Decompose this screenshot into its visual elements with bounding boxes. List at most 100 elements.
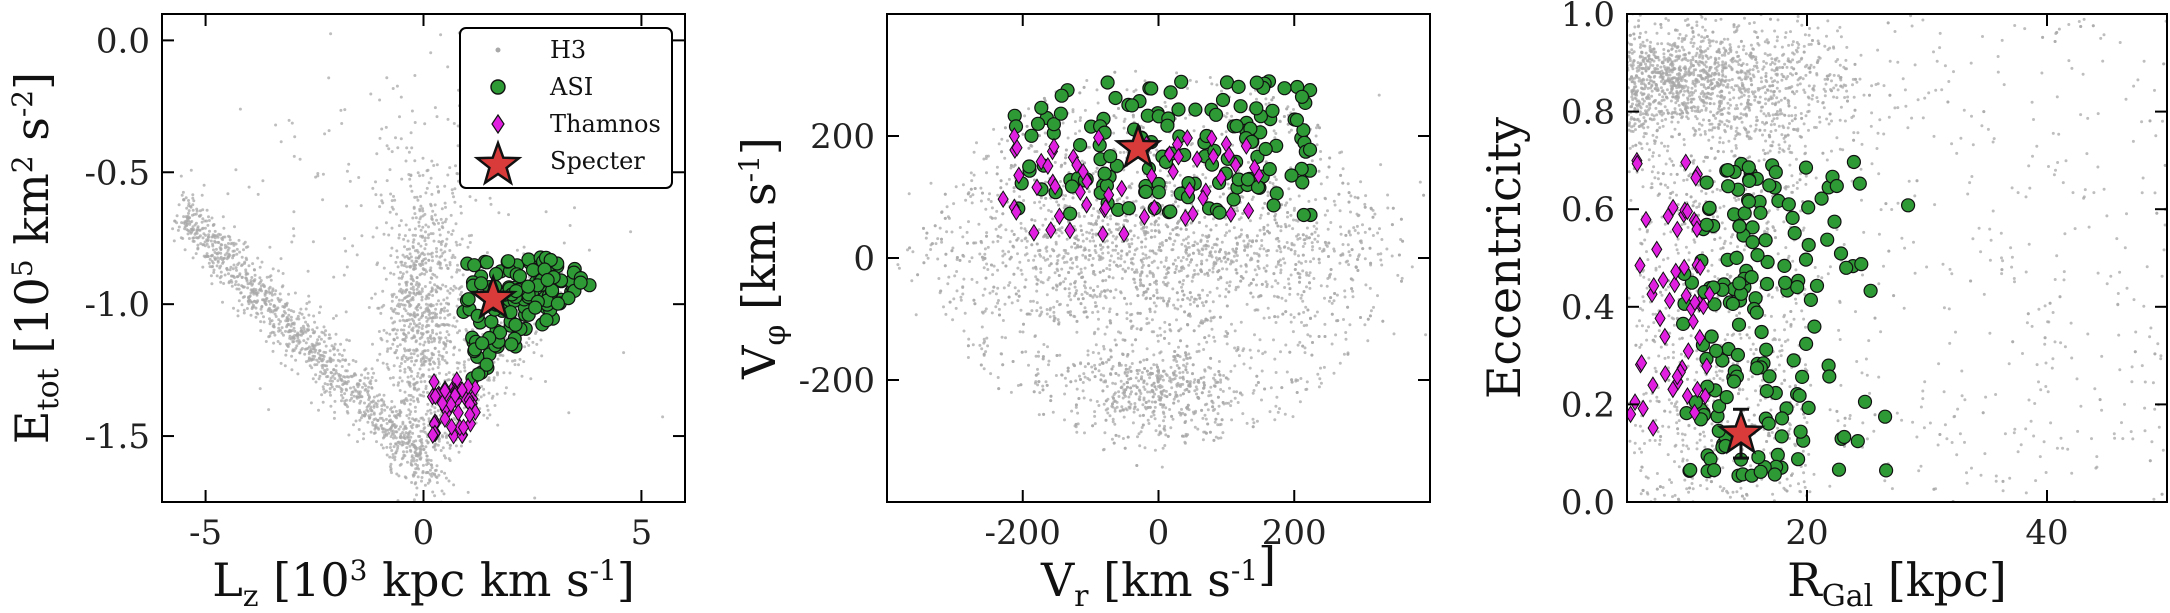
asi-point <box>1767 467 1782 482</box>
y-tick-label: 0.2 <box>1561 385 1615 425</box>
asi-point <box>1745 235 1760 250</box>
asi-point <box>1777 275 1793 290</box>
asi-point <box>1174 74 1189 89</box>
asi-points <box>456 250 597 386</box>
legend-label-thamnos: Thamnos <box>550 110 661 138</box>
asi-point <box>1725 296 1741 311</box>
asi-point <box>1753 205 1768 220</box>
asi-point <box>550 296 566 311</box>
thamnos-point <box>1100 198 1112 217</box>
asi-point <box>1786 353 1801 368</box>
thamnos-point <box>1703 285 1716 304</box>
asi-point <box>1240 172 1256 187</box>
asi-point <box>1138 184 1153 199</box>
asi-point <box>1820 232 1835 247</box>
asi-point <box>1022 159 1037 174</box>
asi-point <box>1801 400 1816 415</box>
asi-point <box>1822 369 1837 384</box>
thamnos-point <box>1694 328 1706 347</box>
asi-point <box>1759 276 1775 292</box>
y-tick-label: 0 <box>853 239 875 279</box>
asi-point <box>1296 207 1311 223</box>
asi-point <box>484 314 499 329</box>
thamnos-point <box>1689 403 1701 422</box>
axes-frame <box>1626 13 2168 503</box>
thamnos-point <box>1179 209 1191 227</box>
asi-point <box>1675 316 1691 331</box>
asi-point <box>1846 154 1862 170</box>
thamnos-point <box>1207 147 1219 166</box>
asi-point <box>1829 178 1844 194</box>
x-tick-label: -5 <box>189 513 222 553</box>
thamnos-point <box>1167 162 1179 181</box>
asi-point <box>1024 128 1039 143</box>
thamnos-point <box>1640 210 1652 229</box>
asi-point <box>1787 226 1802 241</box>
energy-angular-momentum-panel: -5 0 5 0.0 -0.5 -1.0 -1.5 Lz [103 kpc km s-1] Et… <box>5 13 686 613</box>
x-tick-label: 0 <box>413 513 435 553</box>
asi-point <box>1231 79 1246 95</box>
asi-point <box>1759 384 1774 399</box>
asi-point <box>528 300 543 315</box>
h3-points <box>1627 14 2167 502</box>
legend-thamnos-marker <box>491 113 505 135</box>
thamnos-point <box>1697 297 1709 316</box>
thamnos-point <box>1008 127 1020 146</box>
y-axis-label: Vφ [km s-1] <box>732 137 793 380</box>
y-tick-label: 0.4 <box>1561 288 1615 328</box>
asi-point <box>467 258 482 273</box>
asi-point <box>1704 329 1719 344</box>
thamnos-point <box>1240 137 1252 155</box>
thamnos-point <box>1146 167 1158 185</box>
x-tick-label: 0 <box>1148 513 1170 553</box>
y-tick-label: -0.5 <box>84 153 150 193</box>
asi-point <box>1758 233 1773 248</box>
asi-point <box>1839 260 1854 275</box>
x-tick-label: 200 <box>1262 513 1327 553</box>
asi-point <box>1699 175 1714 190</box>
asi-point <box>1188 102 1203 117</box>
thamnos-point <box>445 395 457 414</box>
asi-point <box>504 337 519 352</box>
asi-point <box>1719 390 1734 405</box>
asi-point <box>1854 257 1869 272</box>
legend-label-h3: H3 <box>550 36 586 64</box>
asi-point <box>1249 101 1264 116</box>
thamnos-point <box>1242 201 1255 220</box>
asi-point <box>1794 369 1810 384</box>
asi-point <box>1900 198 1916 213</box>
thamnos-point <box>997 190 1009 209</box>
asi-point <box>1785 210 1800 225</box>
x-tick-label: 40 <box>2025 513 2068 553</box>
thamnos-point <box>1071 156 1083 174</box>
y-tick-label: 1.0 <box>1561 0 1615 35</box>
thamnos-point <box>1206 129 1218 148</box>
specter-star <box>1113 122 1163 170</box>
thamnos-point <box>1172 147 1185 166</box>
asi-point <box>1803 292 1819 307</box>
thamnos-point <box>1028 223 1040 242</box>
asi-point <box>1072 138 1088 153</box>
y-tick-label: -1.5 <box>84 417 150 457</box>
asi-point <box>1302 142 1318 157</box>
asi-point <box>474 276 489 291</box>
legend-box <box>459 27 673 189</box>
asi-point <box>1754 324 1769 340</box>
thamnos-point <box>1230 156 1242 175</box>
asi-point <box>1732 276 1747 291</box>
h3-points <box>896 69 1430 469</box>
asi-point <box>1827 214 1842 229</box>
asi-point <box>1781 197 1796 212</box>
x-tick-label: 5 <box>631 513 653 553</box>
thamnos-point <box>1045 221 1057 239</box>
thamnos-point <box>1181 129 1193 147</box>
thamnos-point <box>1013 166 1025 185</box>
thamnos-point <box>439 381 451 400</box>
x-axis-label: Vr [km s-1] <box>1040 537 1276 613</box>
x-axis-label: RGal [kpc] <box>1787 553 2007 613</box>
asi-point <box>1262 162 1277 177</box>
y-tick-label: 200 <box>810 117 875 157</box>
thamnos-point <box>1699 387 1711 406</box>
asi-point <box>540 272 555 288</box>
